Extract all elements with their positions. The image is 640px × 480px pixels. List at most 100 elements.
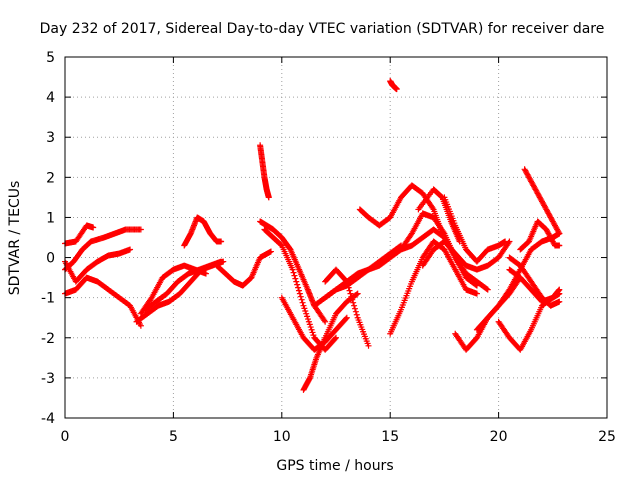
data-point xyxy=(322,318,329,325)
series-arc-30 xyxy=(521,166,563,237)
y-tick-label: -3 xyxy=(41,371,55,387)
data-point xyxy=(555,229,562,236)
y-tick-label: 4 xyxy=(46,90,55,106)
data-point xyxy=(505,239,512,246)
y-tick-label: 3 xyxy=(46,130,55,146)
data-point xyxy=(127,246,134,253)
series-arc-8 xyxy=(181,214,225,249)
data-point xyxy=(267,248,274,255)
series-arc-2 xyxy=(62,274,144,329)
x-tick-label: 15 xyxy=(381,429,399,445)
series-arc-17 xyxy=(322,266,372,349)
data-point xyxy=(218,258,225,265)
plot-frame xyxy=(64,56,608,419)
data-point xyxy=(556,230,563,237)
data-point xyxy=(300,302,307,309)
data-point xyxy=(556,242,563,249)
data-point xyxy=(294,281,301,288)
data-point xyxy=(301,305,308,312)
data-point xyxy=(556,298,563,305)
data-point xyxy=(342,315,349,322)
data-point xyxy=(289,266,296,273)
data-point xyxy=(137,226,144,233)
data-point xyxy=(484,286,491,293)
data-point xyxy=(303,310,310,317)
chart-title: Day 232 of 2017, Sidereal Day-to-day VTE… xyxy=(40,21,605,37)
data-point xyxy=(351,305,358,312)
x-axis-label: GPS time / hours xyxy=(276,458,393,474)
data-point xyxy=(393,86,400,93)
data-point xyxy=(346,287,353,294)
data-point xyxy=(342,277,349,284)
data-point xyxy=(321,317,328,324)
data-point xyxy=(348,293,355,300)
series-arc-23 xyxy=(419,238,513,273)
y-tick-label: -4 xyxy=(41,411,55,427)
data-point xyxy=(218,238,225,245)
x-tick-label: 10 xyxy=(273,429,291,445)
data-point xyxy=(343,278,350,285)
data-point xyxy=(347,290,354,297)
data-point xyxy=(345,284,352,291)
series-arc-12 xyxy=(261,226,339,353)
data-point xyxy=(344,281,351,288)
data-point xyxy=(483,285,490,292)
data-point xyxy=(137,322,144,329)
data-point xyxy=(351,302,358,309)
data-point xyxy=(202,270,209,277)
data-point xyxy=(365,342,372,349)
data-point xyxy=(297,293,304,300)
series-arc-25 xyxy=(441,194,509,265)
y-axis-label: SDTVAR / TECUs xyxy=(7,181,23,296)
data-point xyxy=(295,287,302,294)
series-arc-11 xyxy=(257,218,329,325)
series-arc-13 xyxy=(278,294,350,353)
data-point xyxy=(333,334,339,341)
data-point xyxy=(407,231,414,238)
data-point xyxy=(352,308,359,315)
data-point xyxy=(310,332,317,339)
series-arc-4 xyxy=(62,246,134,285)
series-arc-19 xyxy=(387,78,400,93)
data-point xyxy=(556,286,563,293)
series-arc-9 xyxy=(213,248,274,289)
data-point xyxy=(291,272,298,279)
data-point xyxy=(90,224,97,231)
series-arc-10 xyxy=(257,142,272,201)
data-point xyxy=(353,311,360,318)
data-point xyxy=(309,329,316,336)
data-point xyxy=(307,324,314,331)
series-arc-7 xyxy=(142,258,225,313)
x-tick-label: 0 xyxy=(61,429,70,445)
data-point xyxy=(502,238,509,245)
data-point xyxy=(265,194,272,201)
data-point xyxy=(293,278,300,285)
y-tick-label: 1 xyxy=(46,210,55,226)
data-point xyxy=(306,321,313,328)
y-tick-label: 5 xyxy=(46,50,55,66)
data-point xyxy=(290,269,297,276)
y-tick-label: -1 xyxy=(41,291,55,307)
data-point xyxy=(354,290,361,297)
series-arc-1 xyxy=(62,222,97,247)
data-point xyxy=(302,308,309,315)
data-point xyxy=(473,290,480,297)
data-point xyxy=(349,296,356,303)
y-tick-label: 0 xyxy=(46,251,55,267)
data-point xyxy=(350,299,357,306)
tick-labels: 0 5 10 15 20 25 -4 -3 -2 -1 0 1 2 3 4 5 xyxy=(41,50,616,445)
series-arc-31 xyxy=(517,218,563,253)
data-point xyxy=(305,318,312,325)
data-point xyxy=(429,205,436,212)
data-point xyxy=(296,290,303,297)
data-point xyxy=(505,287,512,294)
data-points xyxy=(62,78,563,393)
data-point xyxy=(343,314,350,321)
data-point xyxy=(308,326,315,333)
y-tick-label: 2 xyxy=(46,170,55,186)
data-point xyxy=(353,291,360,298)
series-arc-5 xyxy=(133,258,227,325)
data-point xyxy=(304,316,311,323)
